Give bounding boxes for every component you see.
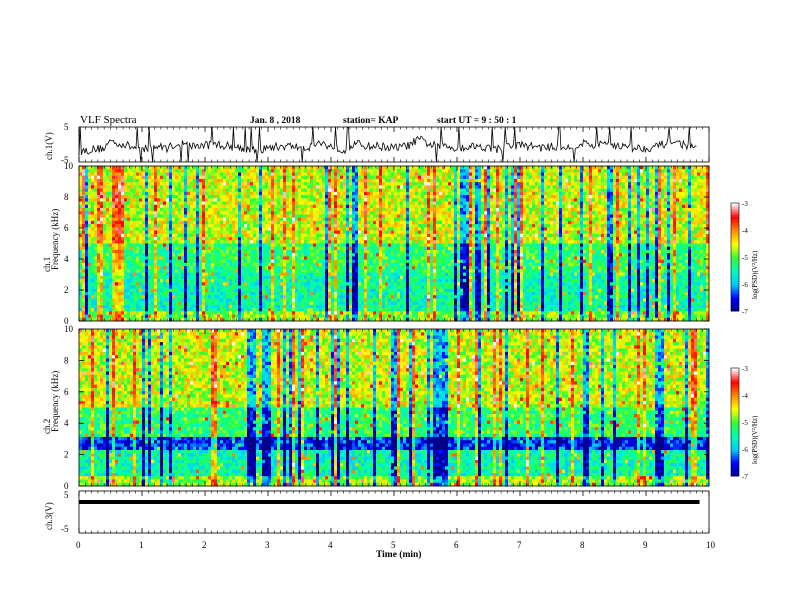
colorbar-tick-label: -3	[742, 200, 748, 208]
colorbar-tick-label: -6	[742, 446, 748, 454]
ch1-ytick-top: 5	[64, 122, 69, 132]
freq-tick-label: 2	[64, 285, 69, 295]
ch2-spectrogram-image	[79, 329, 709, 486]
ch3-waveform-ylabel: ch.3(V)	[44, 502, 54, 530]
colorbar-label: log(PSD)(V²/Hz)	[751, 250, 759, 299]
time-tick-label: 2	[202, 540, 207, 550]
ch1-waveform-panel: 5 -5 ch.1(V)	[44, 122, 709, 165]
colorbar-tick-label: -4	[742, 227, 748, 235]
time-tick-label: 6	[454, 540, 459, 550]
colorbar-tick-label: -7	[742, 308, 748, 316]
colorbar-tick-label: -6	[742, 281, 748, 289]
colorbar-tick-label: -7	[742, 473, 748, 481]
colorbar-tick-label: -3	[742, 365, 748, 373]
station-label: station= KAP	[343, 116, 398, 126]
start-time-label: start UT = 9 : 50 : 1	[437, 116, 517, 126]
freq-tick-label: 10	[64, 161, 74, 171]
colorbar-label: log(PSD)(V²/Hz)	[751, 415, 759, 464]
ch2-freq-ylabel-b: Frequency (kHz)	[50, 371, 60, 432]
freq-tick-label: 2	[64, 450, 69, 460]
time-tick-label: 4	[328, 540, 333, 550]
time-tick-label: 5	[391, 540, 396, 550]
freq-tick-label: 8	[64, 192, 69, 202]
ch1-colorbar: -3 -4 -5 -6 -7 log(PSD)(V²/Hz)	[731, 200, 759, 316]
ch1-waveform-ylabel: ch.1(V)	[44, 132, 54, 160]
freq-tick-label: 4	[64, 418, 69, 428]
freq-tick-label: 8	[64, 355, 69, 365]
figure-title: VLF Spectra	[80, 114, 137, 126]
colorbar-tick-label: -4	[742, 392, 748, 400]
colorbar-tick-label: -5	[742, 254, 748, 262]
colorbar-tick-label: -5	[742, 419, 748, 427]
ch3-waveform-panel: 5 -5 ch.3(V)	[44, 490, 709, 534]
time-tick-label: 7	[517, 540, 522, 550]
time-tick-label: 3	[265, 540, 270, 550]
ch2-colorbar: -3 -4 -5 -6 -7 log(PSD)(V²/Hz)	[731, 365, 759, 481]
ch3-waveform-frame	[79, 491, 709, 533]
freq-tick-label: 6	[64, 223, 69, 233]
vlf-spectra-figure: VLF Spectra Jan. 8 , 2018 station= KAP s…	[0, 0, 792, 612]
time-tick-label: 10	[706, 540, 716, 550]
time-tick-label: 1	[139, 540, 144, 550]
freq-tick-label: 4	[64, 254, 69, 264]
date-label: Jan. 8 , 2018	[250, 116, 301, 126]
freq-tick-label: 10	[64, 324, 74, 334]
time-tick-label: 8	[580, 540, 585, 550]
time-tick-label: 9	[643, 540, 648, 550]
time-axis-label: Time (min)	[376, 549, 421, 560]
ch3-ytick-bottom: -5	[61, 524, 69, 534]
ch1-freq-ylabel-b: Frequency (kHz)	[50, 209, 60, 270]
ch1-spectrogram-image	[79, 166, 709, 321]
ch3-ytick-top: 5	[64, 490, 69, 500]
freq-tick-label: 6	[64, 387, 69, 397]
time-tick-label: 0	[76, 540, 81, 550]
